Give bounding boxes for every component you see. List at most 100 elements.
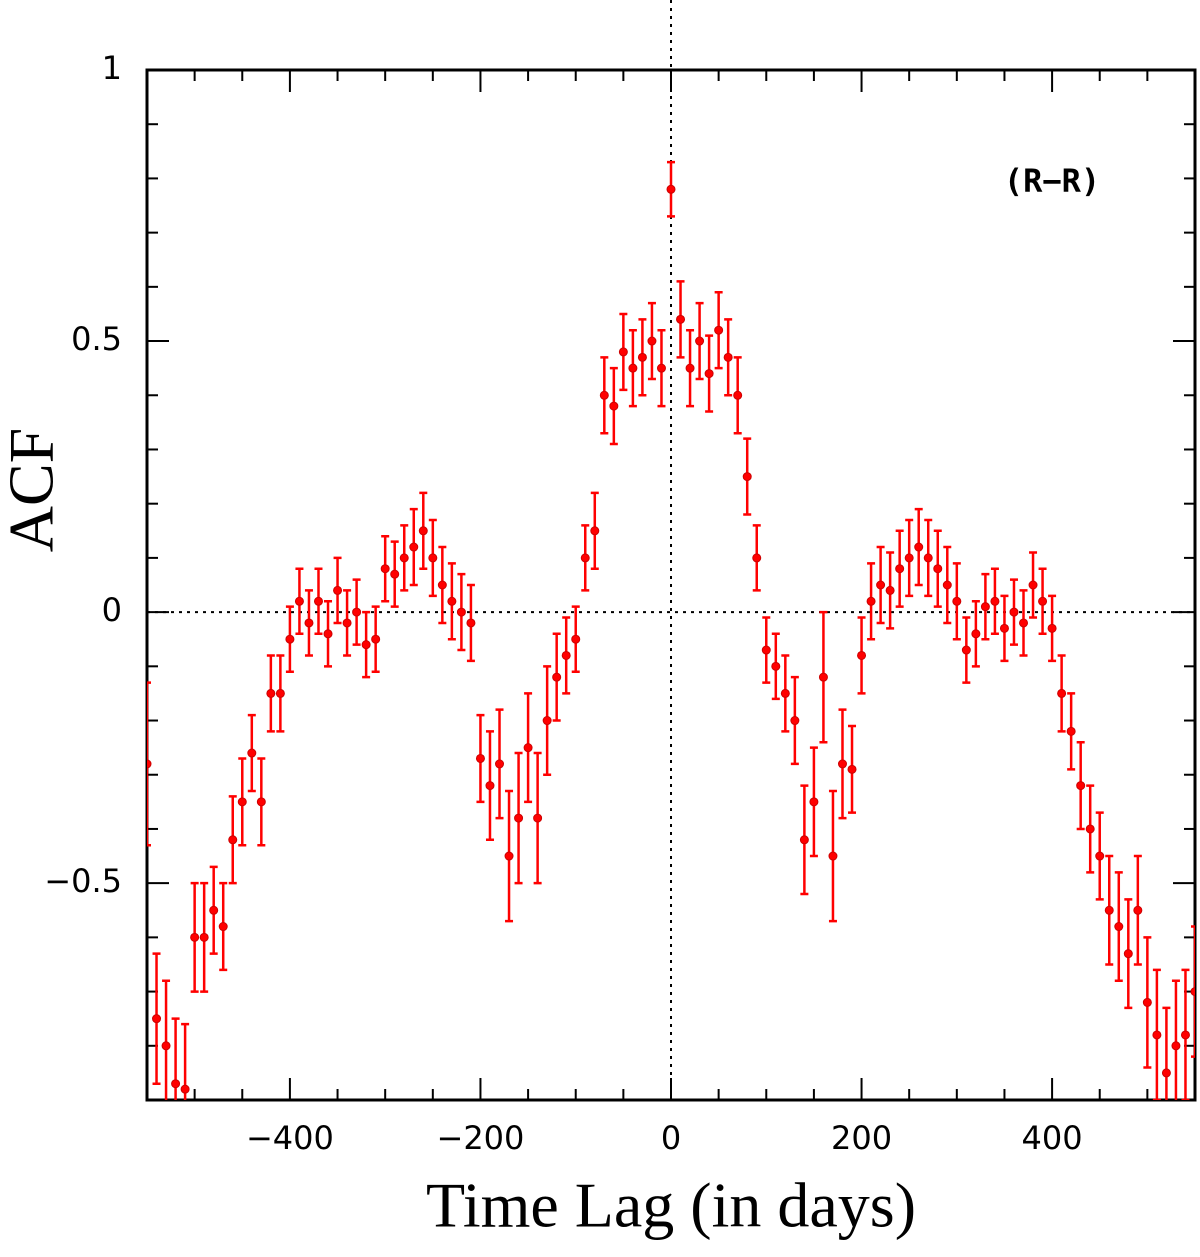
data-point [561,650,571,660]
data-point [475,753,485,763]
data-point [256,797,266,807]
data-point [837,759,847,769]
data-point [847,764,857,774]
data-point [304,618,314,628]
data-point [323,629,333,639]
data-point [171,1079,181,1089]
data-point [780,688,790,698]
data-point [742,472,752,482]
data-point [1038,596,1048,606]
data-point [866,596,876,606]
data-point [580,553,590,563]
data-point [980,602,990,612]
data-point [180,1084,190,1094]
data-point [904,553,914,563]
x-tick-label: 0 [661,1119,681,1157]
data-point [361,640,371,650]
data-point [342,618,352,628]
data-point [523,743,533,753]
data-point [294,596,304,606]
y-tick-label: 1 [102,49,122,87]
data-point [628,363,638,373]
data-point [447,596,457,606]
data-points [147,160,1195,1100]
data-point [237,797,247,807]
data-point [333,585,343,595]
data-point [656,363,666,373]
data-point [1171,1041,1181,1051]
data-point [1047,623,1057,633]
data-point [352,607,362,617]
data-point [428,553,438,563]
data-point [533,813,543,823]
data-point [799,835,809,845]
data-point [466,618,476,628]
data-point [1161,1068,1171,1078]
data-point [495,759,505,769]
data-point [714,325,724,335]
data-point [1152,1030,1162,1040]
data-point [542,716,552,726]
data-point [456,607,466,617]
data-point [1104,905,1114,915]
data-point [418,526,428,536]
data-point [971,629,981,639]
data-point [666,184,676,194]
data-point [923,553,933,563]
data-point [1190,987,1195,997]
data-point [514,813,524,823]
data-point [752,553,762,563]
data-point [199,932,209,942]
data-point [599,390,609,400]
data-point [914,542,924,552]
data-point [685,363,695,373]
data-point [218,922,228,932]
data-point [952,596,962,606]
data-point [961,645,971,655]
data-point [1114,922,1124,932]
data-point [1142,997,1152,1007]
error-bar [1191,925,1195,1058]
data-point [437,580,447,590]
data-point [704,369,714,379]
data-point [771,661,781,671]
data-point [895,564,905,574]
data-point [1019,618,1029,628]
data-point [275,688,285,698]
data-point [1066,726,1076,736]
data-point [161,1041,171,1051]
data-point [1133,905,1143,915]
data-point [247,748,257,758]
data-point [637,352,647,362]
data-point [1123,949,1133,959]
data-point [285,634,295,644]
data-point [266,688,276,698]
data-point [1009,607,1019,617]
error-bar [147,681,151,847]
data-point [761,645,771,655]
data-point [552,672,562,682]
data-point [1095,851,1105,861]
data-point [590,526,600,536]
data-point [409,542,419,552]
data-point [999,623,1009,633]
data-point [695,336,705,346]
data-point [942,580,952,590]
x-tick-label: 400 [1022,1119,1083,1157]
annotation: (R−R) [1004,162,1100,200]
data-point [313,596,323,606]
x-tick-label: −400 [246,1119,334,1157]
data-point [571,634,581,644]
data-point [1028,580,1038,590]
data-point [647,336,657,346]
data-point [809,797,819,807]
data-point [790,716,800,726]
data-point [380,564,390,574]
data-point [1085,824,1095,834]
y-tick-label: 0.5 [71,320,122,358]
data-point [371,634,381,644]
data-point [876,580,886,590]
x-tick-label: −200 [437,1119,525,1157]
data-point [609,401,619,411]
